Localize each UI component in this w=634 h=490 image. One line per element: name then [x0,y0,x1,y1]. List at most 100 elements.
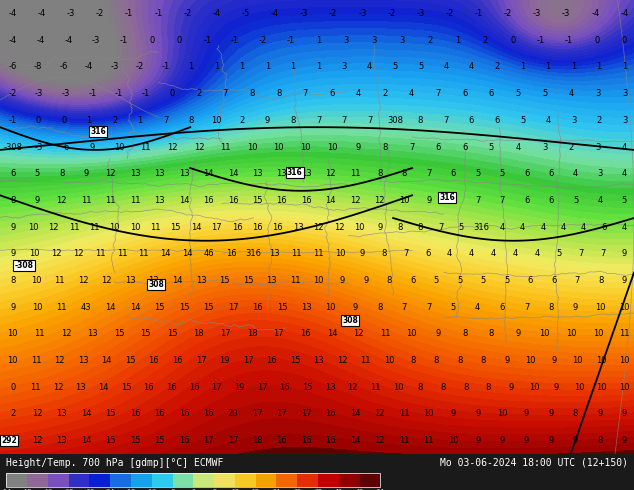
Text: 13: 13 [130,169,140,178]
Text: 15: 15 [154,303,165,312]
Text: 16: 16 [166,383,177,392]
Text: 11: 11 [55,276,65,285]
Text: 9: 9 [10,303,15,312]
Text: -4: -4 [592,9,600,18]
Text: 16: 16 [273,222,283,232]
Text: 1: 1 [86,116,92,125]
Text: 16: 16 [325,436,336,445]
Text: 15: 15 [105,436,116,445]
Text: 4: 4 [491,249,496,258]
Text: 0: 0 [622,36,627,45]
Text: -4: -4 [8,9,17,18]
Text: 7: 7 [475,196,481,205]
Text: 4: 4 [545,116,551,125]
Text: 1: 1 [597,63,602,72]
Text: 316: 316 [287,168,302,177]
Text: 9: 9 [597,410,603,418]
Text: -8: -8 [34,63,42,72]
Text: 19: 19 [234,383,245,392]
Text: 12: 12 [193,143,204,151]
Text: 14: 14 [172,276,183,285]
Text: 3: 3 [344,36,349,45]
Bar [339,473,359,488]
Text: 10: 10 [529,383,539,392]
Text: 9: 9 [451,410,456,418]
Text: 7: 7 [401,303,407,312]
Text: 9: 9 [508,383,514,392]
Text: 9: 9 [377,222,382,232]
Text: 7: 7 [438,222,444,232]
Text: 7: 7 [223,89,228,98]
Text: 11: 11 [619,329,630,339]
Text: 5: 5 [457,276,462,285]
Text: 316: 316 [245,249,261,258]
Text: 13: 13 [252,169,262,178]
Text: -8: -8 [169,489,176,490]
Text: 8: 8 [249,89,255,98]
Text: -42: -42 [42,489,53,490]
Text: 15: 15 [120,383,131,392]
Text: 8: 8 [382,249,387,258]
Text: 15: 15 [204,303,214,312]
Text: 17: 17 [211,222,222,232]
Text: 10: 10 [525,356,536,365]
Text: -1: -1 [287,36,295,45]
Text: 4: 4 [622,222,627,232]
Text: 14: 14 [160,249,171,258]
Text: -4: -4 [8,36,17,45]
Text: 4: 4 [443,63,449,72]
Text: -3: -3 [358,9,366,18]
Text: 308: 308 [148,280,164,289]
Text: 3: 3 [595,89,600,98]
Bar [68,473,89,488]
Bar [152,473,172,488]
Text: 10: 10 [29,249,40,258]
Text: 46: 46 [204,249,215,258]
Text: 1: 1 [316,63,321,72]
Text: -3: -3 [35,89,44,98]
Text: 8: 8 [434,356,439,365]
Text: 4: 4 [597,196,603,205]
Text: 6: 6 [329,89,335,98]
Text: 9: 9 [90,143,95,151]
Text: 6: 6 [451,169,456,178]
Text: 10: 10 [597,383,607,392]
Text: 8: 8 [398,222,403,232]
Text: 16: 16 [252,222,262,232]
Text: 4: 4 [469,63,474,72]
Text: 15: 15 [243,276,253,285]
Bar [131,473,152,488]
Text: 16: 16 [226,249,236,258]
Text: 13: 13 [269,249,280,258]
Text: 12: 12 [326,169,336,178]
Text: 13: 13 [148,276,159,285]
Text: 11: 11 [380,329,391,339]
Text: -1: -1 [88,89,96,98]
Text: 14: 14 [81,410,91,418]
Text: 5: 5 [418,63,423,72]
Text: 14: 14 [350,410,361,418]
Text: 13: 13 [313,356,324,365]
Text: -3: -3 [417,9,425,18]
Text: 12: 12 [61,329,71,339]
Text: 17: 17 [243,356,254,365]
Text: 9: 9 [573,436,578,445]
Text: -18: -18 [126,489,136,490]
Text: -2: -2 [8,89,17,98]
Text: 10: 10 [572,356,583,365]
Text: 10: 10 [566,329,576,339]
Text: 8: 8 [10,196,15,205]
Text: -2: -2 [504,9,512,18]
Text: 12: 12 [55,356,65,365]
Text: -1: -1 [120,36,128,45]
Text: 12: 12 [32,410,42,418]
Text: -54: -54 [1,489,11,490]
Text: 48: 48 [356,489,363,490]
Text: 13: 13 [325,383,335,392]
Text: -1: -1 [141,89,150,98]
Text: 19: 19 [219,356,230,365]
Text: 8: 8 [401,169,407,178]
Text: 6: 6 [524,196,529,205]
Text: 8: 8 [59,169,64,178]
Text: -3: -3 [533,9,541,18]
